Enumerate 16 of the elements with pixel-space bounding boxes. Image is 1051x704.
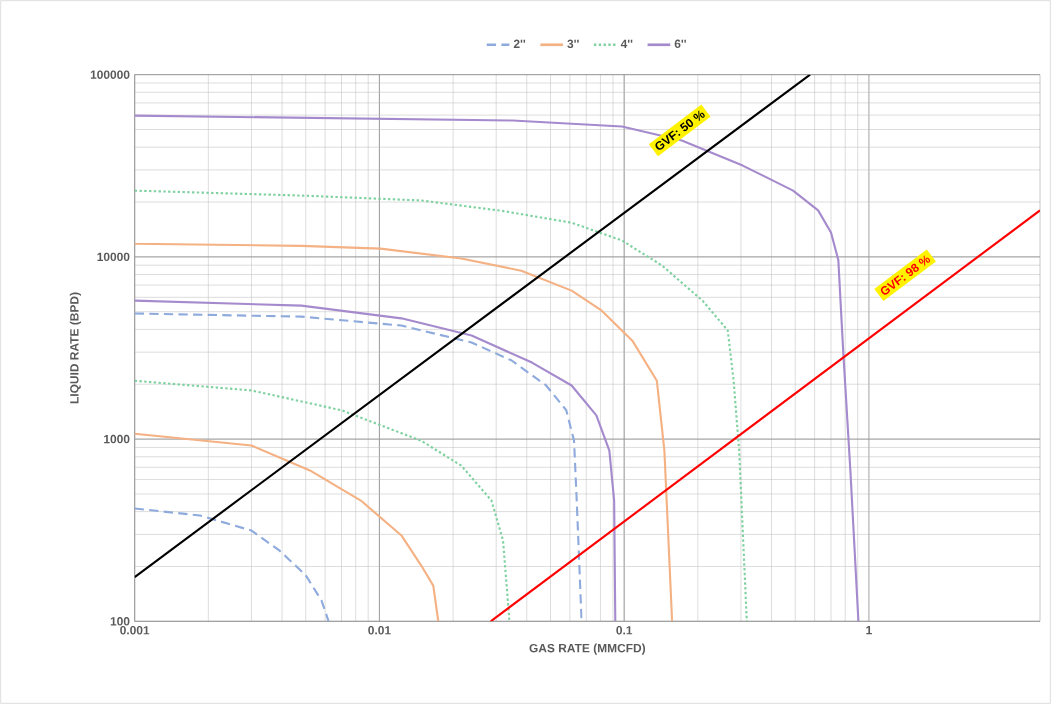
legend-label: 6'' (674, 39, 686, 49)
y-tick-label: 100000 (90, 70, 130, 79)
x-tick-label: 1 (866, 626, 872, 635)
legend-label: 3'' (567, 39, 579, 49)
x-tick-label: 0.1 (616, 626, 633, 635)
annotation: GVF: 50 % (655, 110, 705, 150)
x-tick-label: 0.001 (120, 626, 150, 635)
y-tick-label: 1000 (104, 434, 130, 444)
legend-label: 2'' (513, 39, 526, 48)
legend-label: 4'' (620, 39, 633, 48)
y-axis-title: LIQUID RATE (BPD) (69, 292, 81, 404)
x-axis-title: GAS RATE (MMCFD) (529, 643, 646, 655)
x-tick-label: 0.01 (368, 626, 391, 635)
annotation: GVF: 98 % (880, 255, 931, 295)
y-tick-label: 10000 (97, 252, 130, 262)
y-tick-label: 100 (110, 617, 130, 626)
